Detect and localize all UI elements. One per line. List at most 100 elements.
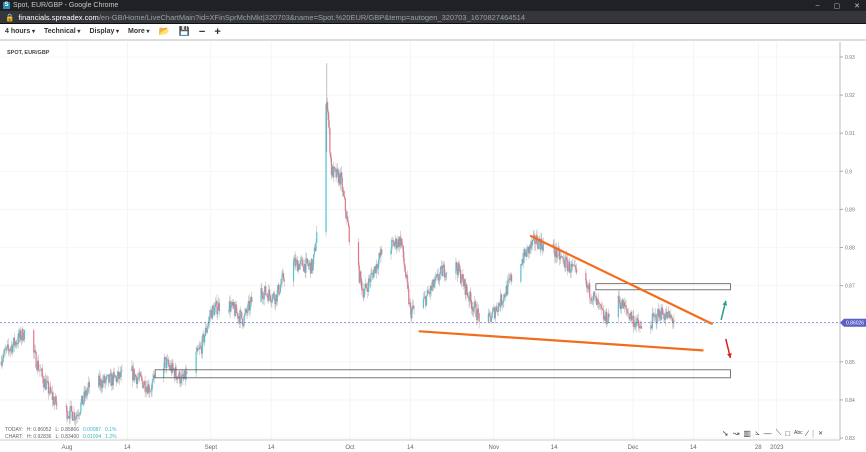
- candle: [591, 300, 593, 302]
- text-tool-icon[interactable]: Abc: [794, 430, 803, 436]
- candle: [208, 316, 210, 321]
- y-tick-label: 0.89: [845, 207, 855, 213]
- zoom-out-icon[interactable]: −: [198, 25, 206, 38]
- candle: [367, 288, 369, 292]
- candle: [55, 396, 57, 406]
- price-chart[interactable]: Aug 14 Sept 14 Oct 14 Nov 14 Dec 14 28 2023 0.93 0.92…: [0, 42, 866, 452]
- candle: [236, 312, 238, 314]
- candle: [111, 375, 113, 386]
- candle: [16, 343, 19, 344]
- candle: [412, 305, 414, 310]
- candle: [327, 111, 329, 121]
- candle: [116, 376, 118, 383]
- candle: [275, 294, 277, 305]
- candle: [105, 376, 108, 381]
- candle: [538, 238, 540, 249]
- save-icon[interactable]: 💾: [178, 26, 190, 36]
- candle: [42, 375, 44, 384]
- display-dropdown[interactable]: Display: [89, 28, 119, 35]
- close-icon[interactable]: ✕: [818, 430, 824, 437]
- candle: [596, 296, 598, 306]
- candle: [47, 380, 49, 382]
- candle: [99, 378, 101, 386]
- candle: [667, 311, 670, 313]
- candle: [262, 294, 264, 299]
- candle: [470, 291, 472, 300]
- candle: [390, 250, 392, 255]
- arrow-tool-icon[interactable]: ➘: [722, 428, 729, 438]
- fan-tool-icon[interactable]: ⦣: [754, 428, 760, 437]
- candle: [474, 301, 476, 304]
- folder-open-icon[interactable]: 📂: [158, 26, 170, 36]
- zoom-in-icon[interactable]: +: [214, 25, 221, 38]
- candle: [329, 128, 331, 153]
- candle: [552, 243, 554, 246]
- y-tick-label: 0.93: [845, 55, 855, 61]
- candle: [235, 304, 237, 314]
- trend-line-icon[interactable]: ⟍: [775, 428, 782, 437]
- candle: [245, 309, 247, 313]
- candle: [212, 305, 214, 308]
- candle: [364, 283, 367, 289]
- candle: [443, 264, 445, 277]
- candle: [196, 348, 198, 352]
- current-price-marker: [840, 318, 866, 327]
- candle: [149, 391, 151, 393]
- chart-svg[interactable]: Aug 14 Sept 14 Oct 14 Nov 14 Dec 14 28 2023 0.93 0.92…: [0, 42, 866, 452]
- candle: [217, 302, 220, 310]
- candle: [666, 311, 668, 319]
- candle: [500, 294, 502, 308]
- candle: [74, 412, 76, 421]
- candle: [588, 283, 590, 290]
- candle: [140, 375, 142, 378]
- candle: [473, 307, 475, 312]
- candle: [553, 245, 555, 253]
- candle: [402, 245, 404, 258]
- candle: [372, 273, 374, 278]
- more-dropdown[interactable]: More: [128, 28, 149, 35]
- candle: [493, 307, 495, 310]
- candle: [2, 358, 4, 362]
- horizontal-line-icon[interactable]: —: [763, 428, 772, 438]
- candle: [671, 316, 673, 319]
- y-tick-label: 0.84: [845, 398, 855, 404]
- candle: [586, 285, 588, 288]
- candle: [561, 256, 563, 257]
- candle: [429, 285, 432, 294]
- candle: [431, 286, 433, 291]
- candle: [40, 368, 43, 371]
- candle: [20, 338, 22, 341]
- candle: [246, 312, 248, 313]
- candle: [362, 288, 364, 298]
- address-bar[interactable]: 🔒 financials.spreadex.com/en-GB/Home/Liv…: [0, 11, 866, 24]
- candle: [662, 313, 664, 315]
- candle: [326, 102, 329, 112]
- candle: [180, 375, 183, 384]
- candle: [6, 344, 9, 347]
- line-icon[interactable]: ∕: [806, 428, 808, 438]
- candle: [376, 264, 378, 269]
- candle: [446, 272, 448, 274]
- candle: [204, 327, 207, 337]
- candle: [109, 373, 111, 375]
- minimize-button[interactable]: –: [815, 1, 820, 9]
- candle: [267, 295, 269, 302]
- candle: [629, 317, 631, 320]
- close-button[interactable]: ✕: [854, 2, 860, 10]
- rectangle-icon[interactable]: □: [785, 428, 791, 438]
- candle: [293, 258, 295, 262]
- candle: [428, 292, 430, 294]
- fib-tool-icon[interactable]: ▥: [743, 428, 751, 438]
- maximize-button[interactable]: ▢: [833, 2, 841, 10]
- candle: [265, 286, 267, 295]
- candle: [660, 318, 662, 320]
- technical-dropdown[interactable]: Technical: [44, 28, 80, 35]
- timeframe-dropdown[interactable]: 4 hours: [5, 28, 35, 35]
- candle: [81, 395, 84, 405]
- today-low: L: 0.85866: [55, 427, 79, 433]
- candle: [112, 372, 114, 386]
- candle: [585, 272, 587, 281]
- candle: [40, 370, 42, 372]
- candle: [619, 301, 621, 304]
- curve-tool-icon[interactable]: ↝: [732, 428, 740, 438]
